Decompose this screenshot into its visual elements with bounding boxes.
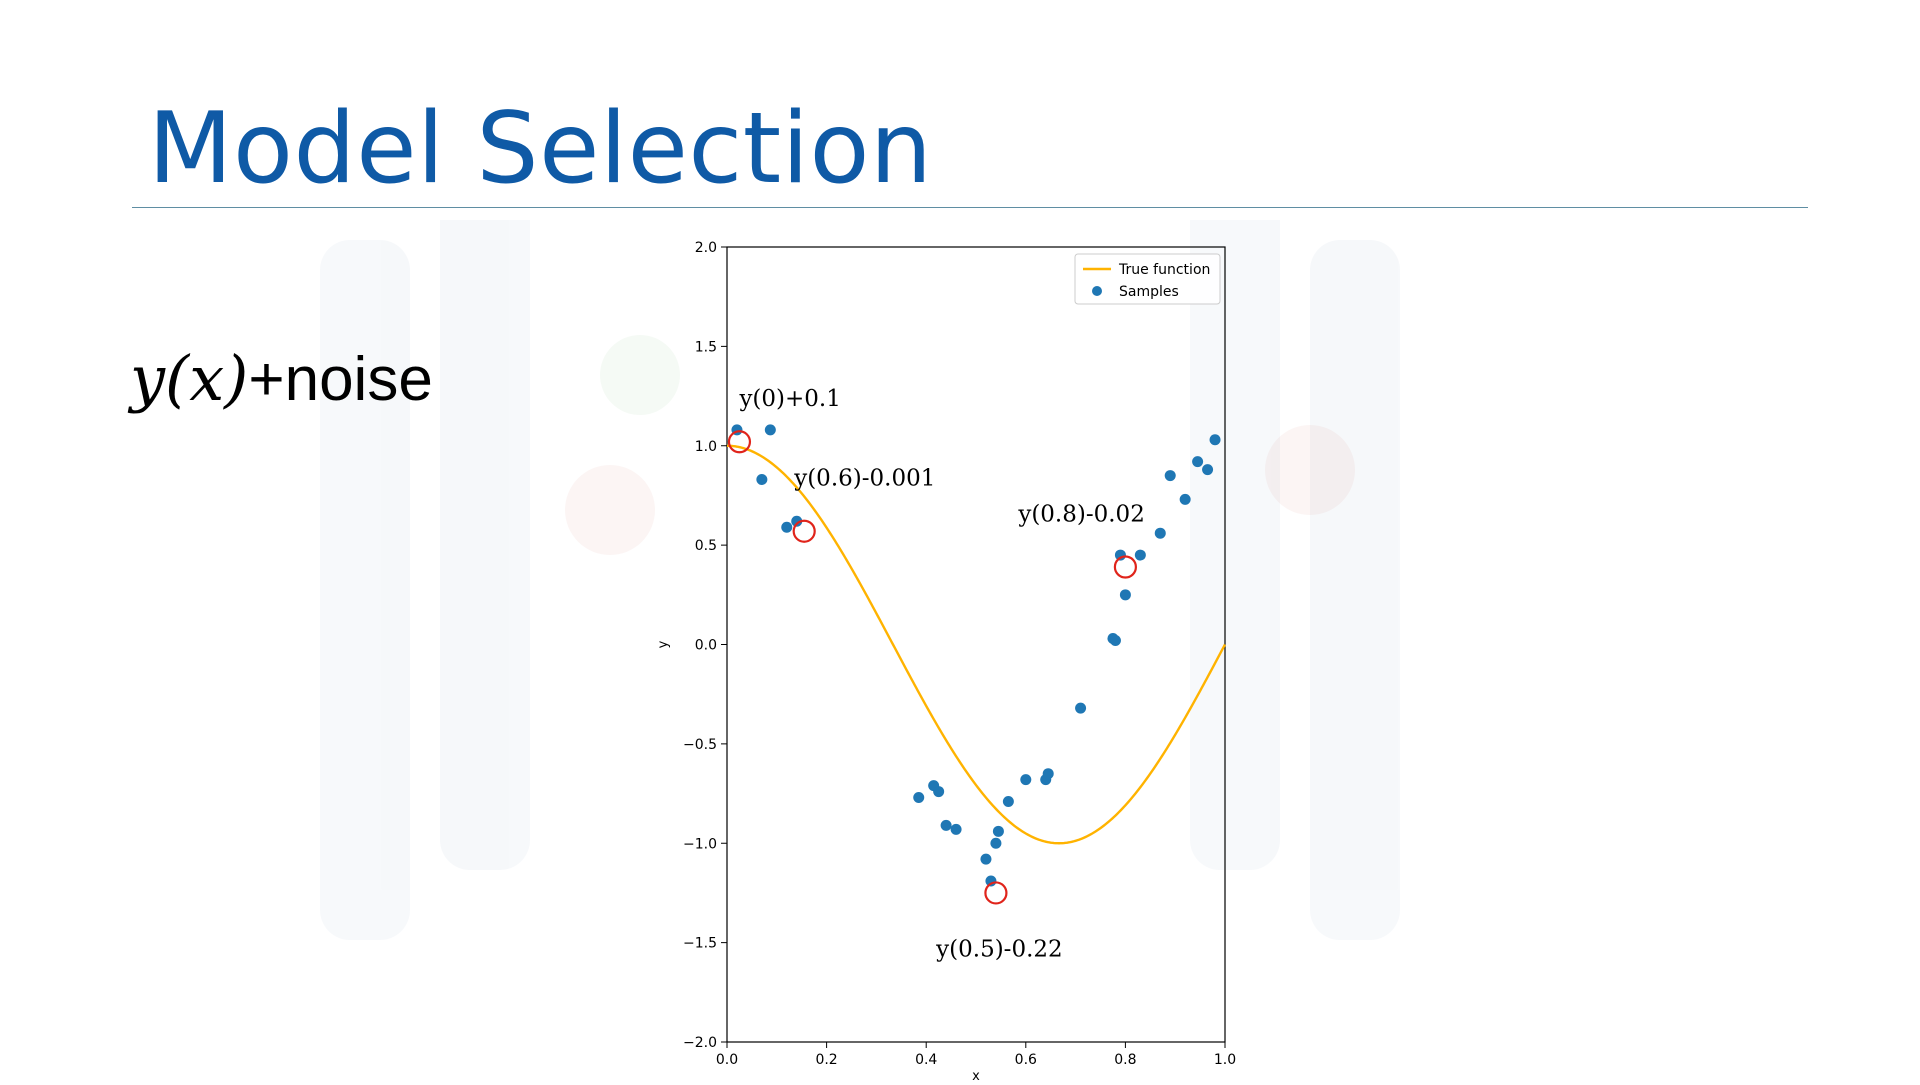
y-tick-label: 0.5: [695, 538, 717, 554]
sample-point: [1042, 768, 1054, 780]
watermark-node-red-left: [565, 465, 655, 555]
sample-point: [950, 823, 962, 835]
y-tick-label: −0.5: [683, 737, 717, 753]
sample-point: [1164, 470, 1176, 482]
sample-point: [781, 521, 793, 533]
x-axis-label: x: [972, 1069, 980, 1080]
sample-point: [791, 515, 803, 527]
plot-frame: [726, 246, 1226, 1043]
annotation-label: y(0.5)-0.22: [935, 937, 1063, 963]
sample-point: [1154, 527, 1166, 539]
sample-point: [940, 819, 952, 831]
formula-noise-term: +noise: [248, 345, 433, 414]
watermark-right-outer: [1310, 240, 1400, 940]
highlight-circle: [727, 430, 752, 454]
sample-point: [1134, 549, 1146, 561]
legend: True function Samples: [1074, 253, 1221, 305]
sample-point: [1209, 434, 1221, 446]
legend-box: [1074, 253, 1221, 305]
y-tick-label: 0.0: [695, 638, 717, 654]
sample-point: [980, 853, 992, 865]
legend-label-samples: Samples: [1119, 284, 1179, 300]
sample-point: [1192, 456, 1204, 468]
true-function-line: [726, 444, 1227, 845]
highlight-circle: [792, 519, 816, 543]
watermark-left-inner: [440, 220, 530, 870]
y-tick-label: −1.0: [683, 836, 717, 852]
legend-marker-swatch: [1092, 286, 1102, 296]
sample-point: [990, 837, 1002, 849]
sample-point: [1179, 493, 1191, 505]
legend-label-true-function: True function: [1118, 262, 1210, 278]
x-tick-label: 0.0: [716, 1052, 738, 1068]
y-tick-label: −2.0: [683, 1035, 717, 1051]
x-tick-label: 1.0: [1214, 1052, 1236, 1068]
y-tick-label: 2.0: [695, 240, 717, 256]
sample-point: [1109, 635, 1121, 647]
y-axis-label: y: [656, 640, 671, 648]
sample-point: [764, 424, 776, 436]
sample-point: [1075, 702, 1087, 714]
x-tick-label: 0.4: [915, 1052, 937, 1068]
chart: 0.0 0.2 0.4 0.6 0.8 1.0 −2.0 −1.5 −1.0 −0.5 0.0 0.5…: [655, 232, 1255, 1084]
chart-svg: 0.0 0.2 0.4 0.6 0.8 1.0 −2.0 −1.5 −1.0 −0.5 0.0 0.5…: [656, 240, 1236, 1084]
sample-point: [1119, 589, 1131, 601]
formula-function: y(x): [130, 342, 249, 415]
annotation-label: y(0.8)-0.02: [1017, 501, 1145, 527]
sample-point: [1020, 774, 1032, 786]
y-tick-label: 1.0: [695, 439, 717, 455]
formula: y(x)+noise: [130, 348, 433, 411]
sample-point: [933, 786, 945, 798]
marks-layer: [726, 424, 1227, 887]
y-tick-label: −1.5: [683, 936, 717, 952]
title-divider: [132, 207, 1808, 208]
x-tick-label: 0.8: [1114, 1052, 1136, 1068]
annotation-label: y(0)+0.1: [738, 386, 840, 412]
watermark-node-red-right: [1265, 425, 1355, 515]
sample-point: [992, 825, 1004, 837]
sample-point: [913, 792, 925, 804]
annotation-label: y(0.6)-0.001: [793, 466, 935, 492]
highlight-circle: [984, 881, 1008, 905]
sample-point: [1002, 796, 1014, 808]
x-tick-label: 0.6: [1015, 1052, 1037, 1068]
x-tick-label: 0.2: [815, 1052, 837, 1068]
slide-title: Model Selection: [148, 92, 933, 206]
y-tick-label: 1.5: [695, 339, 717, 355]
sample-point: [1202, 464, 1214, 476]
sample-point: [756, 474, 768, 486]
annotation-layer: y(0)+0.1 y(0.6)-0.001 y(0.5)-0.22 y(0.8)-0.…: [727, 386, 1145, 963]
highlight-circle: [1113, 555, 1137, 579]
